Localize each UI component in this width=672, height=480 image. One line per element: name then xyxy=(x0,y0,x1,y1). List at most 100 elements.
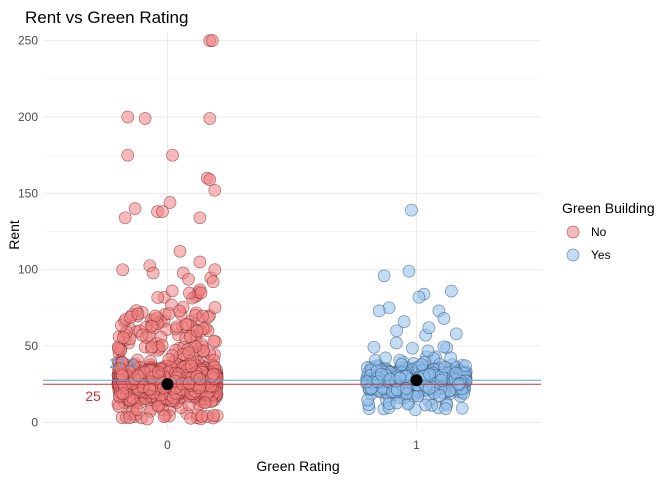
mean-markers xyxy=(161,374,423,391)
data-point xyxy=(208,183,222,197)
data-point xyxy=(438,360,451,374)
data-point xyxy=(162,352,176,366)
data-point xyxy=(131,307,145,321)
y-axis-title: Rent xyxy=(6,220,22,250)
x-tick-label: 0 xyxy=(164,438,171,452)
data-point xyxy=(193,211,207,225)
reference-line-label: 25 xyxy=(85,388,101,404)
data-point xyxy=(141,412,154,426)
data-point xyxy=(156,205,169,218)
data-point xyxy=(419,398,432,412)
data-point xyxy=(390,336,403,350)
data-point xyxy=(405,203,418,217)
data-point xyxy=(412,290,426,304)
data-point xyxy=(135,328,149,342)
legend-key xyxy=(566,225,580,239)
data-point xyxy=(206,367,220,381)
data-point xyxy=(445,284,458,298)
series-yes-points xyxy=(360,203,473,417)
data-point xyxy=(208,301,222,314)
data-point xyxy=(402,264,416,278)
data-point xyxy=(393,371,407,385)
data-point xyxy=(128,202,142,215)
data-point xyxy=(145,319,159,333)
data-point xyxy=(444,351,458,365)
data-point xyxy=(205,34,219,47)
data-point xyxy=(155,339,169,352)
y-tick-label: 250 xyxy=(18,34,38,48)
data-point xyxy=(395,358,408,371)
data-point xyxy=(116,387,130,401)
data-point xyxy=(116,369,129,383)
data-point xyxy=(367,340,381,354)
data-point xyxy=(360,375,374,389)
data-point xyxy=(399,382,413,395)
data-point xyxy=(182,346,196,360)
data-point xyxy=(130,403,144,417)
data-point xyxy=(118,211,132,225)
data-point xyxy=(121,148,135,162)
data-point xyxy=(208,263,222,277)
data-point xyxy=(437,312,451,325)
data-point xyxy=(193,255,207,269)
data-point xyxy=(415,358,429,371)
data-point xyxy=(138,112,152,125)
data-point xyxy=(379,351,392,365)
data-point xyxy=(117,331,130,345)
data-point xyxy=(166,148,179,162)
legend-label: No xyxy=(591,225,607,239)
chart-title: Rent vs Green Rating xyxy=(25,8,188,27)
data-point xyxy=(179,317,193,331)
data-point xyxy=(143,382,156,396)
data-point xyxy=(422,321,436,335)
data-point xyxy=(422,381,436,395)
data-point xyxy=(203,173,217,186)
data-point xyxy=(207,409,220,422)
data-point xyxy=(131,369,145,383)
data-point xyxy=(437,340,451,354)
data-point xyxy=(182,272,195,286)
data-point xyxy=(433,389,447,402)
data-point xyxy=(193,372,207,386)
mean-marker xyxy=(161,378,174,391)
data-point xyxy=(390,396,404,410)
y-tick-label: 100 xyxy=(18,263,38,277)
data-point xyxy=(377,269,391,283)
data-point xyxy=(449,327,463,341)
data-point xyxy=(121,110,135,124)
y-tick-label: 150 xyxy=(18,186,38,200)
data-point xyxy=(196,309,210,323)
reference-lines: 27.6 25 xyxy=(43,355,541,404)
legend-key xyxy=(566,248,580,262)
data-point xyxy=(146,266,160,280)
data-point xyxy=(421,344,435,358)
data-point xyxy=(163,196,177,209)
y-tick-labels: 0 50 100 150 200 250 xyxy=(18,34,38,430)
data-point xyxy=(459,359,472,373)
data-point xyxy=(390,324,403,338)
data-point xyxy=(198,396,212,410)
data-point xyxy=(112,342,125,355)
data-point xyxy=(207,334,221,348)
reference-line-label: 27.6 xyxy=(109,355,136,371)
y-tick-label: 200 xyxy=(18,110,38,124)
data-point xyxy=(184,411,197,425)
mean-marker xyxy=(410,374,423,387)
data-points xyxy=(111,34,473,426)
data-point xyxy=(372,304,386,318)
data-point xyxy=(151,291,165,304)
legend-label: Yes xyxy=(591,248,611,262)
data-point xyxy=(190,324,204,338)
data-point xyxy=(406,341,419,355)
data-point xyxy=(194,286,208,300)
y-tick-label: 50 xyxy=(25,339,39,353)
data-point xyxy=(455,401,469,415)
data-point xyxy=(195,410,209,423)
x-axis-title: Green Rating xyxy=(256,458,339,474)
y-tick-label: 0 xyxy=(31,415,38,429)
data-point xyxy=(173,244,187,258)
data-point xyxy=(411,389,425,403)
data-point xyxy=(123,411,137,425)
